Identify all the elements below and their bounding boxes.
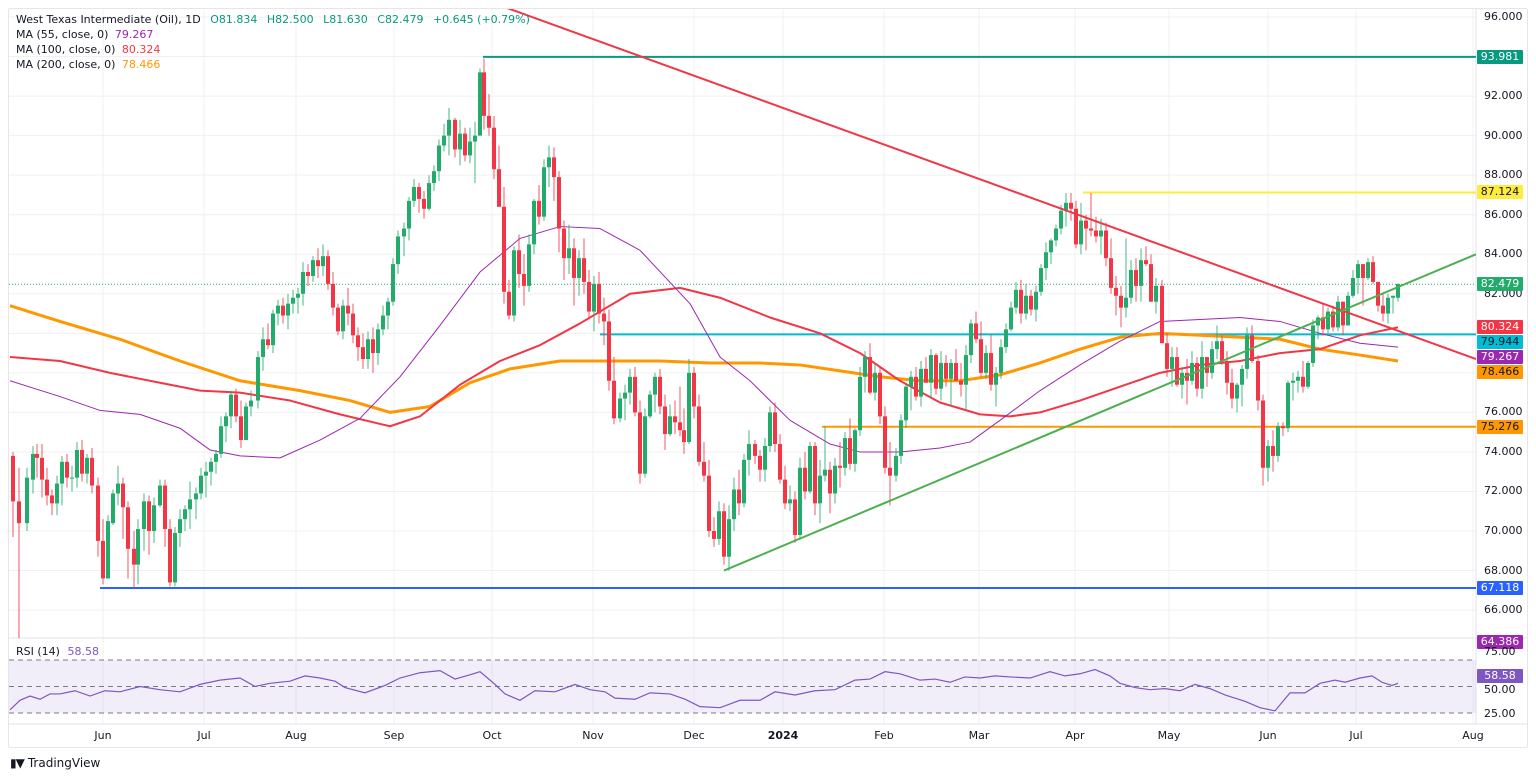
time-axis-label: Sep — [383, 729, 405, 742]
price-tag: 79.944 — [1477, 335, 1523, 349]
candles — [11, 58, 1400, 638]
price-axis-label: 86.000 — [1484, 207, 1523, 221]
price-tag: 82.479 — [1477, 277, 1523, 292]
rsi-label: RSI (14) — [16, 645, 60, 658]
rsi-level-25: 25.00 — [1484, 707, 1516, 720]
ma200-label: MA (200, close, 0) — [16, 58, 116, 71]
ma100-label: MA (100, close, 0) — [16, 43, 116, 56]
ma55-label: MA (55, close, 0) — [16, 28, 109, 41]
time-axis-label: Dec — [683, 729, 705, 742]
price-axis-label: 66.000 — [1484, 603, 1523, 617]
ohlc-close: C82.479 — [377, 13, 424, 26]
rsi-value: 58.58 — [67, 645, 99, 658]
ma100-value: 80.324 — [121, 43, 161, 56]
ma55-legend[interactable]: MA (55, close, 0) 79.267 — [16, 27, 530, 42]
ascending-support-trendline[interactable] — [723, 253, 1476, 572]
ohlc-change: +0.645 (+0.79%) — [432, 13, 530, 26]
time-axis-label: Nov — [582, 729, 604, 742]
ohlc-high: H82.500 — [266, 13, 314, 26]
price-axis-label: 76.000 — [1484, 405, 1523, 419]
price-tag: 78.466 — [1477, 365, 1523, 379]
time-axis-label: Aug — [1462, 729, 1484, 742]
price-tag: 75.276 — [1477, 419, 1523, 434]
price-tag: 67.118 — [1477, 580, 1523, 595]
time-axis-label: Jun — [1259, 729, 1277, 742]
moving-average-line[interactable] — [9, 304, 1399, 414]
price-axis-label: 96.000 — [1484, 10, 1523, 23]
time-axis-label: Jun — [94, 729, 112, 742]
price-tag: 93.981 — [1477, 49, 1523, 64]
rsi-level-50: 50.00 — [1484, 683, 1516, 696]
ma55-value: 79.267 — [114, 28, 154, 41]
price-axis-label: 90.000 — [1484, 128, 1523, 142]
time-axis-label: Feb — [874, 729, 894, 742]
ohlc-low: L81.630 — [323, 13, 368, 26]
tradingview-logo-icon: ▮▼ — [10, 756, 25, 770]
grid — [9, 9, 1476, 724]
tradingview-brand[interactable]: ▮▼ TradingView — [10, 756, 100, 770]
moving-average-line[interactable] — [9, 226, 1399, 459]
time-axis-label: Mar — [968, 729, 990, 742]
price-axis-label: 92.000 — [1484, 89, 1523, 103]
descending-resistance-trendline[interactable] — [330, 0, 1476, 360]
price-tag: 64.386 — [1477, 635, 1523, 649]
rsi-level-75: 75.00 — [1484, 645, 1516, 658]
price-tag: 87.124 — [1477, 185, 1523, 200]
time-axis-label: Oct — [482, 729, 502, 742]
rsi-line — [9, 668, 1399, 712]
rsi-pane — [9, 659, 1476, 714]
time-axis-label: May — [1157, 729, 1181, 742]
price-axis-label: 74.000 — [1484, 444, 1523, 458]
chart-frame — [8, 8, 1528, 748]
ohlc-open: O81.834 — [210, 13, 258, 26]
moving-average-line[interactable] — [9, 286, 1399, 428]
price-axis-label: 88.000 — [1484, 168, 1523, 182]
time-axis-label: Jul — [197, 729, 211, 742]
rsi-legend[interactable]: RSI (14) 58.58 — [16, 645, 99, 658]
main-pane — [9, 0, 1476, 638]
price-tag: 80.324 — [1477, 320, 1523, 334]
chart-legend: West Texas Intermediate (Oil), 1D O81.83… — [16, 12, 530, 72]
price-tag: 79.267 — [1477, 350, 1523, 364]
time-axis-label: Jul — [1349, 729, 1363, 742]
time-axis-label: Aug — [285, 729, 307, 742]
price-axis-label: 70.000 — [1484, 524, 1523, 538]
ma200-value: 78.466 — [121, 58, 161, 71]
brand-name: TradingView — [27, 756, 101, 770]
time-axis-label: 2024 — [767, 729, 799, 742]
ma100-legend[interactable]: MA (100, close, 0) 80.324 — [16, 42, 530, 57]
price-axis-label: 72.000 — [1484, 484, 1523, 498]
ma200-legend[interactable]: MA (200, close, 0) 78.466 — [16, 57, 530, 72]
rsi-value-tag: 58.58 — [1477, 669, 1523, 683]
price-axis-label: 68.000 — [1484, 563, 1523, 577]
symbol-title: West Texas Intermediate (Oil), 1D — [16, 13, 201, 26]
symbol-row: West Texas Intermediate (Oil), 1D O81.83… — [16, 12, 530, 27]
time-axis-label: Apr — [1065, 729, 1085, 742]
price-axis-label: 84.000 — [1484, 247, 1523, 261]
